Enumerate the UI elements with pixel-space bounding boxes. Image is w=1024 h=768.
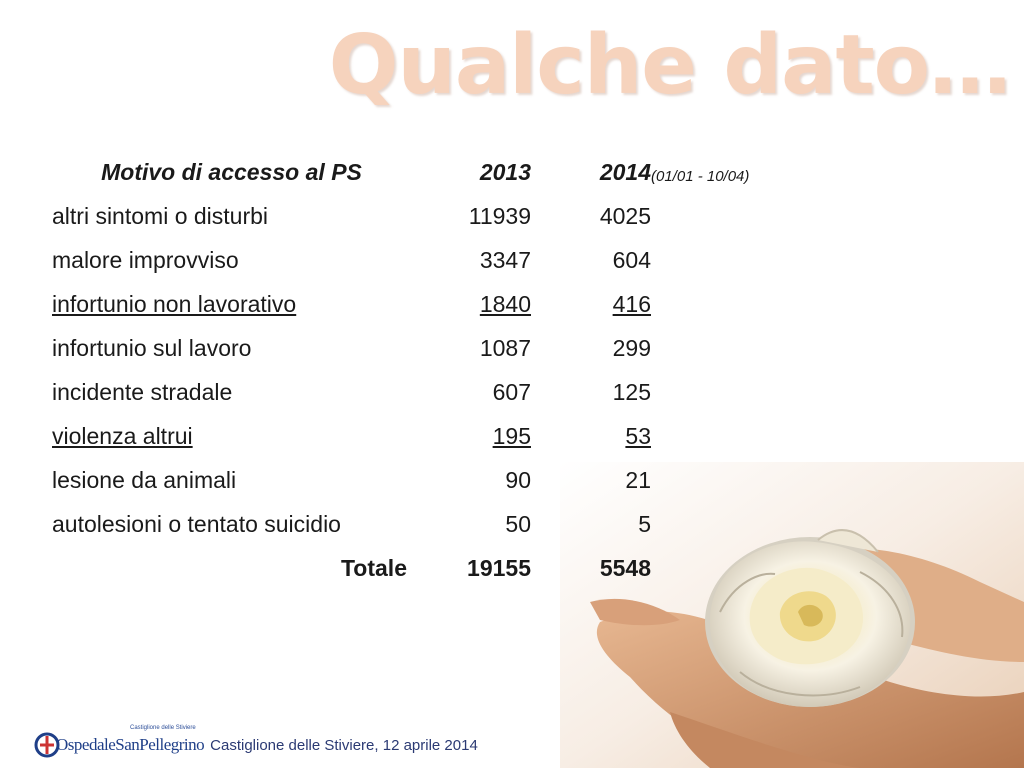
hospital-logo-subtext: Castiglione delle Stiviere <box>130 725 196 731</box>
header-reason: Motivo di accesso al PS <box>101 158 362 185</box>
table-row: altri sintomi o disturbi 11939 4025 <box>52 194 651 238</box>
row-value-2014: 604 <box>612 246 651 273</box>
footer: OspedaleSanPellegrino Castiglione delle … <box>34 725 478 762</box>
total-2013: 19155 <box>467 554 531 581</box>
row-value-2014-text: 53 <box>625 422 651 449</box>
row-value-2014: 125 <box>612 378 651 405</box>
table-row: malore improvviso 3347 604 <box>52 238 651 282</box>
row-value-2014: 5 <box>638 510 651 537</box>
row-label: incidente stradale <box>52 378 233 405</box>
slide-title: Qualche dato… <box>328 18 1011 113</box>
row-value-2013: 90 <box>505 466 531 493</box>
table-row: infortunio sul lavoro 1087 299 <box>52 326 651 370</box>
footer-caption: Castiglione delle Stiviere, 12 aprile 20… <box>210 736 478 754</box>
row-label: altri sintomi o disturbi <box>52 202 269 229</box>
table-row: incidente stradale 607 125 <box>52 370 651 414</box>
row-value-2013: 3347 <box>479 246 531 273</box>
row-value-2013: 50 <box>505 510 531 537</box>
table-row: autolesioni o tentato suicidio 50 5 <box>52 502 651 546</box>
total-label: Totale <box>340 554 407 581</box>
table-row: infortunio non lavorativo 1840 416 <box>52 282 651 326</box>
row-value-2013-text: 1840 <box>479 290 531 317</box>
row-label: violenza altrui <box>52 422 193 449</box>
header-2013: 2013 <box>479 158 531 185</box>
row-value-2013: 11939 <box>468 202 531 229</box>
row-value-2013: 195 <box>419 414 531 458</box>
row-label: autolesioni o tentato suicidio <box>52 510 341 537</box>
row-value-2014: 299 <box>612 334 651 361</box>
period-note: (01/01 - 10/04) <box>651 168 750 185</box>
hospital-logo: OspedaleSanPellegrino Castiglione delle … <box>34 725 205 760</box>
row-value-2014-text: 416 <box>612 290 651 317</box>
table-header-row: Motivo di accesso al PS 2013 2014 <box>52 150 651 194</box>
total-2014: 5548 <box>599 554 651 581</box>
row-label: infortunio non lavorativo <box>52 290 297 317</box>
access-reasons-table: Motivo di accesso al PS 2013 2014 altri … <box>52 150 651 590</box>
row-label: malore improvviso <box>52 246 239 273</box>
row-value-2014: 4025 <box>599 202 651 229</box>
row-value-2014: 53 <box>531 414 651 458</box>
row-value-2013: 607 <box>492 378 531 405</box>
row-value-2014: 21 <box>625 466 651 493</box>
rose-in-hands-illustration <box>560 462 1024 768</box>
hospital-logo-text: OspedaleSanPellegrino <box>56 735 205 754</box>
row-value-2013-text: 195 <box>492 422 531 449</box>
table-row: violenza altrui 195 53 <box>52 414 651 458</box>
table-row: lesione da animali 90 21 <box>52 458 651 502</box>
header-2014: 2014 <box>599 158 651 185</box>
row-value-2013: 1087 <box>479 334 531 361</box>
total-row: Totale 19155 5548 <box>52 546 651 590</box>
row-label: lesione da animali <box>52 466 237 493</box>
rose-in-hands-image <box>560 462 1024 768</box>
row-value-2014: 416 <box>531 282 651 326</box>
row-value-2013: 1840 <box>419 282 531 326</box>
hospital-logo-icon <box>34 732 60 758</box>
row-label: infortunio sul lavoro <box>52 334 252 361</box>
